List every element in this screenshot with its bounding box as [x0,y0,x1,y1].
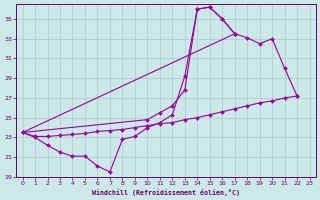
X-axis label: Windchill (Refroidissement éolien,°C): Windchill (Refroidissement éolien,°C) [92,189,240,196]
